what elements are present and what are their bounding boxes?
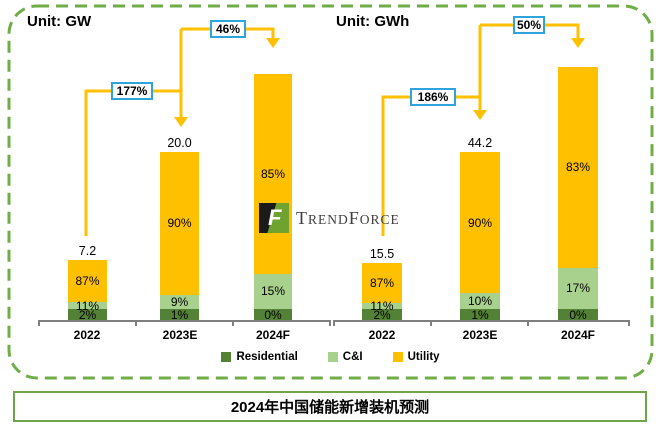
cat-label-gw-2022: 2022 (73, 328, 101, 342)
legend-item-ci: C&I (327, 351, 363, 363)
legend-label: Residential (236, 351, 298, 363)
axis-tick (628, 322, 630, 326)
legend-label: Utility (407, 351, 440, 363)
footer-title-box: 2024年中国储能新增装机预测 (13, 391, 647, 422)
legend-label: C&I (342, 351, 363, 363)
segment-label: 90% (467, 215, 493, 230)
footer-title: 2024年中国储能新增装机预测 (230, 399, 430, 416)
trendforce-logo-icon: F (259, 203, 289, 233)
growth-badge-gw-2023: 177% (111, 82, 153, 100)
residential-swatch-icon (221, 352, 232, 362)
ci-swatch-icon (327, 352, 338, 362)
utility-swatch-icon (392, 352, 403, 362)
logo-text-part: F (348, 207, 360, 228)
axis-tick (232, 322, 234, 326)
logo-f-glyph: F (268, 205, 282, 230)
bar-segment-utility: 85% (254, 74, 292, 274)
segment-label: 85% (260, 166, 286, 181)
cat-label-gw-2024f: 2024F (255, 328, 291, 342)
axis-tick (329, 322, 331, 326)
legend: Residential C&I Utility (0, 351, 661, 363)
cat-label-gw-2023e: 2023E (162, 328, 198, 342)
growth-badge-gw-2024: 46% (210, 20, 246, 38)
segment-label: 9% (170, 294, 189, 309)
bar-gwh-2024f: 83% 17% 0% (558, 67, 598, 321)
logo-text-part: ORCE (359, 211, 400, 227)
bar-gw-2023e: 20.0 90% 9% 1% (160, 136, 199, 321)
segment-label: 90% (167, 216, 192, 231)
legend-item-utility: Utility (392, 351, 440, 363)
segment-label: 10% (467, 294, 493, 309)
segment-label: 87% (75, 274, 100, 289)
bar-total-label: 20.0 (167, 136, 192, 150)
logo-text-part: T (296, 207, 308, 228)
unit-label-gw: Unit: GW (27, 13, 92, 30)
cat-label-gwh-2023e: 2023E (462, 328, 498, 342)
bar-total-label: 15.5 (369, 247, 395, 261)
unit-label-gwh: Unit: GWh (336, 13, 410, 30)
axis-tick (430, 322, 432, 326)
trendforce-logo-text: TRENDFORCE (296, 208, 400, 229)
cat-label-gwh-2024f: 2024F (560, 328, 596, 342)
bar-segment-utility: 87% (68, 260, 107, 303)
bar-total-label: 44.2 (467, 136, 493, 150)
bar-segment-ci: 10% (460, 293, 500, 309)
axis-tick (527, 322, 529, 326)
bar-segment-utility: 83% (558, 67, 598, 268)
axis-tick (38, 322, 40, 326)
growth-badge-gwh-2023: 186% (410, 88, 456, 106)
segment-label: 15% (260, 284, 286, 299)
bar-segment-utility: 90% (160, 152, 199, 295)
bar-total-label: 7.2 (78, 244, 97, 258)
axis-tick (135, 322, 137, 326)
segment-label: 87% (369, 275, 395, 290)
bar-gwh-2023e: 44.2 90% 10% 1% (460, 136, 500, 321)
bar-gw-2024f: 85% 15% 0% (254, 74, 292, 321)
bar-segment-utility: 90% (460, 152, 500, 294)
x-axis-gwh (333, 320, 630, 322)
segment-label: 83% (565, 160, 591, 175)
segment-label: 17% (565, 281, 591, 296)
cat-label-gwh-2022: 2022 (368, 328, 396, 342)
bar-segment-utility: 87% (362, 263, 402, 303)
x-axis-gw (38, 320, 331, 322)
bar-segment-ci: 9% (160, 294, 199, 309)
axis-tick (333, 322, 335, 326)
bar-gwh-2022: 15.5 87% 11% 2% (362, 247, 402, 321)
legend-item-residential: Residential (221, 351, 298, 363)
bar-segment-ci: 15% (254, 273, 292, 309)
growth-badge-gwh-2024: 50% (513, 16, 545, 34)
bar-gw-2022: 7.2 87% 11% 2% (68, 244, 107, 321)
logo-text-part: REND (308, 211, 349, 227)
bar-segment-ci: 17% (558, 267, 598, 309)
trendforce-logo: F TRENDFORCE (259, 203, 400, 233)
